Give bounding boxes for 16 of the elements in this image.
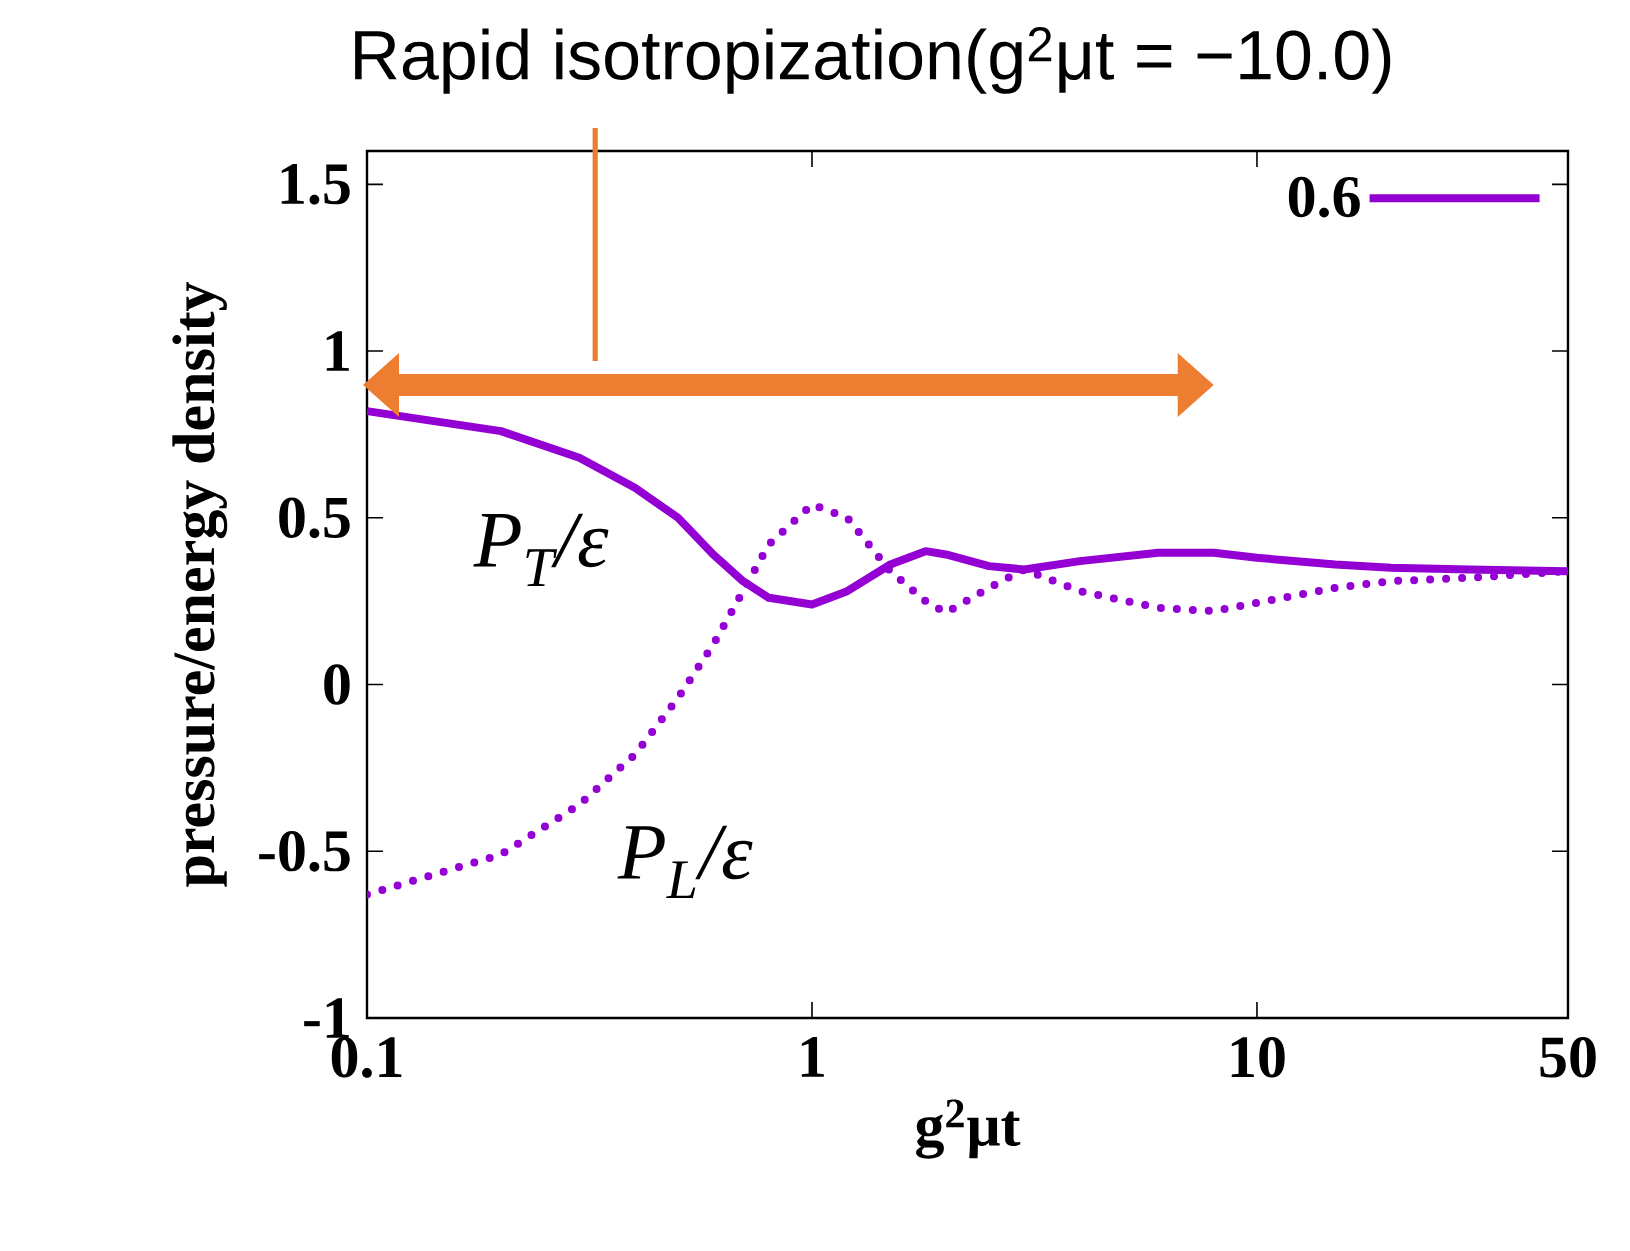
x-tick-label: 10 bbox=[1231, 1037, 1285, 1078]
y-axis-title: pressure/energy density bbox=[172, 282, 228, 887]
x-tick-label: 1 bbox=[801, 1037, 824, 1077]
text: 0.6 bbox=[1288, 176, 1360, 218]
y-tick-label: -0.5 bbox=[259, 830, 350, 872]
x-tick-label: 50 bbox=[1540, 1037, 1596, 1078]
y-tick-label: -1 bbox=[304, 998, 349, 1038]
annotation: P$_{L}$/ε bbox=[617, 825, 753, 899]
chart-title: Rapid isotropization(g$^{2}$μt = −10.0) bbox=[355, 27, 1391, 94]
y-tick-label: 1 bbox=[326, 331, 349, 371]
x-tick-label: 0.1 bbox=[331, 1037, 402, 1078]
annotation: P$_{T}$/ε bbox=[473, 513, 609, 586]
x-axis-title: g$^{2}$μt bbox=[916, 1099, 1021, 1159]
y-tick-label: 0.5 bbox=[279, 497, 350, 539]
y-tick-label: 0 bbox=[324, 664, 350, 705]
y-tick-label: 1.5 bbox=[281, 164, 350, 205]
